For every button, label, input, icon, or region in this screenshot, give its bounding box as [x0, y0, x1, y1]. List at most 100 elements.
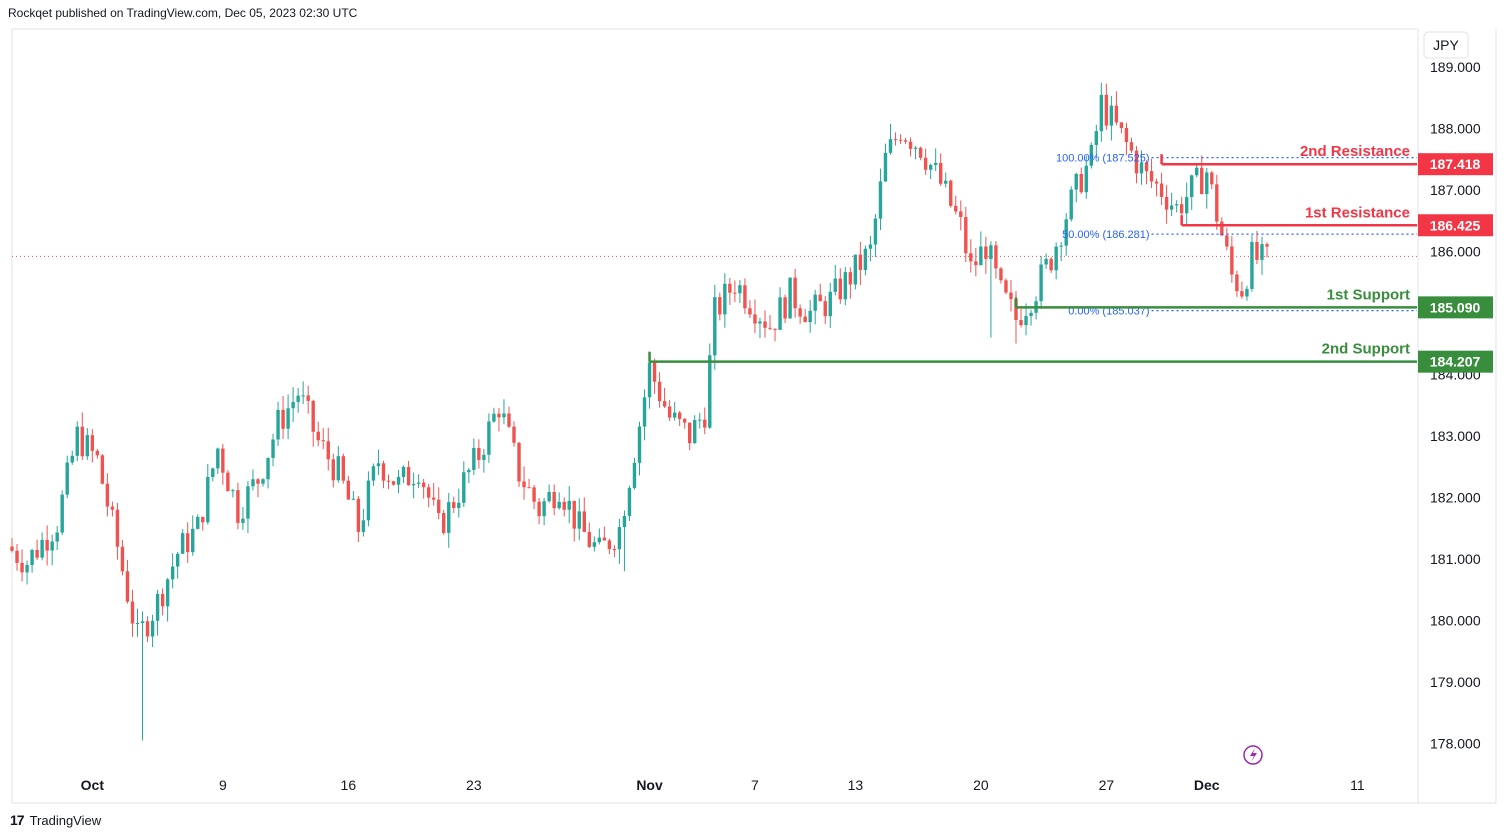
- candle-body: [582, 511, 586, 532]
- candle-body: [979, 246, 983, 266]
- candle-body: [939, 163, 943, 184]
- fib-level-label: 100.00% (187.525): [1056, 153, 1150, 165]
- candle-body: [677, 412, 682, 419]
- candle-body: [547, 491, 551, 502]
- candle-body: [165, 579, 170, 607]
- candle-body: [487, 421, 491, 455]
- x-tick-label: 20: [973, 777, 989, 793]
- candle-body: [1210, 172, 1214, 185]
- candle-body: [276, 409, 280, 440]
- currency-button[interactable]: [1423, 31, 1469, 59]
- candle-body: [160, 593, 165, 607]
- candle-body: [703, 419, 707, 428]
- y-tick-label: 187.000: [1430, 182, 1481, 198]
- candle-body: [236, 490, 240, 523]
- candle-body: [180, 533, 185, 554]
- candle-body: [1064, 219, 1068, 246]
- candle-body: [657, 381, 662, 402]
- candle-body: [688, 422, 692, 444]
- candle-body: [336, 456, 340, 481]
- candle-body: [632, 462, 637, 488]
- x-tick-label: Oct: [81, 777, 105, 793]
- candle-body: [261, 479, 265, 484]
- candle-body: [80, 426, 84, 457]
- candle-body: [120, 546, 125, 572]
- y-tick-label: 181.000: [1430, 551, 1481, 567]
- candle-body: [150, 620, 155, 637]
- candle-body: [401, 466, 406, 477]
- candle-body: [477, 447, 481, 460]
- candle-body: [763, 321, 767, 328]
- candle-body: [65, 462, 69, 495]
- candle-body: [35, 549, 39, 558]
- candle-body: [758, 321, 762, 324]
- candle-body: [396, 476, 401, 485]
- candle-body: [1149, 171, 1154, 182]
- candle-body: [748, 308, 752, 315]
- fib-level-label: 0.00% (185.037): [1068, 306, 1149, 318]
- candle-body: [713, 297, 717, 356]
- candle-body: [858, 254, 863, 270]
- candle-body: [452, 502, 456, 509]
- candle-body: [989, 245, 993, 259]
- candle-body: [1195, 167, 1199, 176]
- candle-body: [783, 297, 787, 319]
- candle-body: [838, 278, 842, 300]
- candle-body: [878, 181, 883, 219]
- resistance-price-tag: [1418, 153, 1493, 176]
- candle-body: [828, 291, 832, 317]
- candle-body: [1104, 94, 1109, 126]
- candle-body: [888, 139, 893, 153]
- candle-body: [923, 157, 928, 170]
- y-tick-label: 183.000: [1430, 428, 1481, 444]
- candle-body: [1220, 221, 1224, 236]
- candle-body: [617, 527, 622, 550]
- candle-body: [256, 479, 260, 484]
- candle-body: [437, 499, 441, 514]
- candle-body: [622, 515, 627, 528]
- x-tick-label: Nov: [636, 777, 663, 793]
- candle-body: [1054, 246, 1058, 271]
- candle-body: [316, 431, 320, 441]
- candle-body: [497, 413, 501, 418]
- candle-body: [1154, 181, 1159, 184]
- candle-body: [1190, 175, 1194, 198]
- candle-body: [311, 400, 315, 432]
- candle-body: [45, 539, 49, 551]
- candle-body: [708, 355, 712, 428]
- candle-body: [1109, 105, 1114, 126]
- candle-body: [321, 440, 325, 442]
- candle-body: [442, 513, 446, 533]
- y-tick-label: 189.000: [1430, 59, 1481, 75]
- candle-body: [431, 497, 436, 500]
- candle-body: [281, 409, 285, 429]
- candle-body: [301, 395, 305, 397]
- candle-body: [1074, 173, 1078, 190]
- candle-body: [572, 500, 576, 529]
- candle-body: [682, 418, 687, 423]
- candle-body: [627, 487, 632, 516]
- support-price-tag-text: 184.207: [1430, 354, 1481, 370]
- candle-body: [964, 217, 968, 254]
- candle-body: [216, 448, 220, 469]
- candle-body: [206, 476, 210, 523]
- lightning-icon[interactable]: [1243, 745, 1263, 765]
- candle-body: [1260, 244, 1264, 260]
- candle-body: [863, 248, 868, 270]
- candle-body: [672, 412, 677, 418]
- candle-body: [426, 487, 431, 498]
- x-tick-label: 16: [341, 777, 357, 793]
- candle-body: [100, 455, 105, 484]
- x-tick-label: 9: [219, 777, 227, 793]
- x-tick-label: 27: [1099, 777, 1115, 793]
- candle-body: [391, 481, 396, 485]
- resistance-price-tag-text: 187.418: [1430, 156, 1481, 172]
- candle-body: [196, 516, 200, 529]
- candle-body: [25, 564, 29, 573]
- candle-body: [587, 531, 591, 547]
- candle-body: [40, 539, 44, 558]
- candle-body: [723, 283, 727, 315]
- candle-body: [346, 480, 351, 500]
- candle-body: [85, 435, 89, 457]
